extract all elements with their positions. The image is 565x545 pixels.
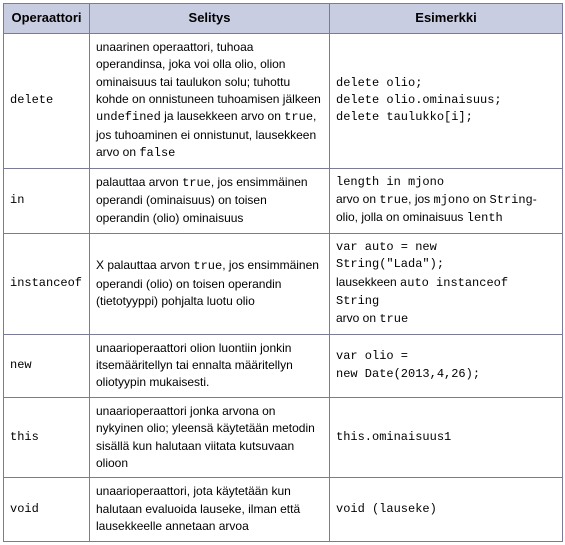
desc-text: unaarinen operaattori, tuhoaa operandins… bbox=[96, 40, 321, 106]
operator-cell: in bbox=[4, 168, 90, 233]
description-cell: unaarioperaattori, jota käytetään kun ha… bbox=[90, 478, 330, 541]
code-inline: mjono bbox=[434, 193, 470, 207]
table-header-row: Operaattori Selitys Esimerkki bbox=[4, 4, 563, 34]
code-inline: false bbox=[139, 146, 175, 160]
header-operator: Operaattori bbox=[4, 4, 90, 34]
desc-text: palauttaa arvon bbox=[96, 175, 182, 189]
table-row: delete unaarinen operaattori, tuhoaa ope… bbox=[4, 33, 563, 168]
description-cell: X palauttaa arvon true, jos ensimmäinen … bbox=[90, 233, 330, 334]
operator-cell: void bbox=[4, 478, 90, 541]
code-inline: true bbox=[193, 259, 222, 273]
operator-cell: this bbox=[4, 397, 90, 478]
code-line: void (lauseke) bbox=[336, 502, 437, 516]
operator-cell: instanceof bbox=[4, 233, 90, 334]
operator-cell: new bbox=[4, 334, 90, 397]
table-row: void unaarioperaattori, jota käytetään k… bbox=[4, 478, 563, 541]
code-line: String("Lada"); bbox=[336, 256, 556, 273]
code-inline: true bbox=[379, 312, 408, 326]
code-line: delete taulukko[i]; bbox=[336, 109, 556, 126]
code-inline: lenth bbox=[467, 211, 503, 225]
description-cell: unaarinen operaattori, tuhoaa operandins… bbox=[90, 33, 330, 168]
example-cell: var olio = new Date(2013,4,26); bbox=[330, 334, 563, 397]
example-cell: void (lauseke) bbox=[330, 478, 563, 541]
ex-text: , jos bbox=[408, 192, 433, 206]
code-line: this.ominaisuus1 bbox=[336, 430, 451, 444]
code-line: length in mjono bbox=[336, 174, 556, 191]
header-example: Esimerkki bbox=[330, 4, 563, 34]
table-row: instanceof X palauttaa arvon true, jos e… bbox=[4, 233, 563, 334]
table-row: new unaarioperaattori olion luontiin jon… bbox=[4, 334, 563, 397]
code-line: var olio = bbox=[336, 348, 556, 365]
example-cell: this.ominaisuus1 bbox=[330, 397, 563, 478]
code-line: delete olio; bbox=[336, 75, 556, 92]
example-cell: length in mjono arvo on true, jos mjono … bbox=[330, 168, 563, 233]
table-row: in palauttaa arvon true, jos ensimmäinen… bbox=[4, 168, 563, 233]
table-row: this unaarioperaattori jonka arvona on n… bbox=[4, 397, 563, 478]
ex-text: arvo on bbox=[336, 311, 379, 325]
ex-text: on bbox=[470, 192, 490, 206]
code-inline: undefined bbox=[96, 110, 161, 124]
code-line: new Date(2013,4,26); bbox=[336, 366, 556, 383]
desc-text: ja lausekkeen arvo on bbox=[161, 109, 284, 123]
desc-text: unaarioperaattori olion luontiin jonkin … bbox=[96, 341, 293, 390]
code-inline: true bbox=[182, 176, 211, 190]
header-description: Selitys bbox=[90, 4, 330, 34]
desc-text: unaarioperaattori jonka arvona on nykyin… bbox=[96, 404, 315, 470]
code-inline: String bbox=[490, 193, 533, 207]
code-inline: true bbox=[379, 193, 408, 207]
description-cell: palauttaa arvon true, jos ensimmäinen op… bbox=[90, 168, 330, 233]
desc-text: X palauttaa arvon bbox=[96, 258, 193, 272]
description-cell: unaarioperaattori jonka arvona on nykyin… bbox=[90, 397, 330, 478]
example-cell: var auto = new String("Lada"); lausekkee… bbox=[330, 233, 563, 334]
desc-text: unaarioperaattori, jota käytetään kun ha… bbox=[96, 484, 300, 533]
code-line: delete olio.ominaisuus; bbox=[336, 92, 556, 109]
code-line: var auto = new bbox=[336, 239, 556, 256]
code-inline: true bbox=[284, 110, 313, 124]
description-cell: unaarioperaattori olion luontiin jonkin … bbox=[90, 334, 330, 397]
example-cell: delete olio; delete olio.ominaisuus; del… bbox=[330, 33, 563, 168]
ex-text: lausekkeen bbox=[336, 275, 400, 289]
operators-table: Operaattori Selitys Esimerkki delete una… bbox=[3, 3, 563, 542]
ex-text: arvo on bbox=[336, 192, 379, 206]
operator-cell: delete bbox=[4, 33, 90, 168]
